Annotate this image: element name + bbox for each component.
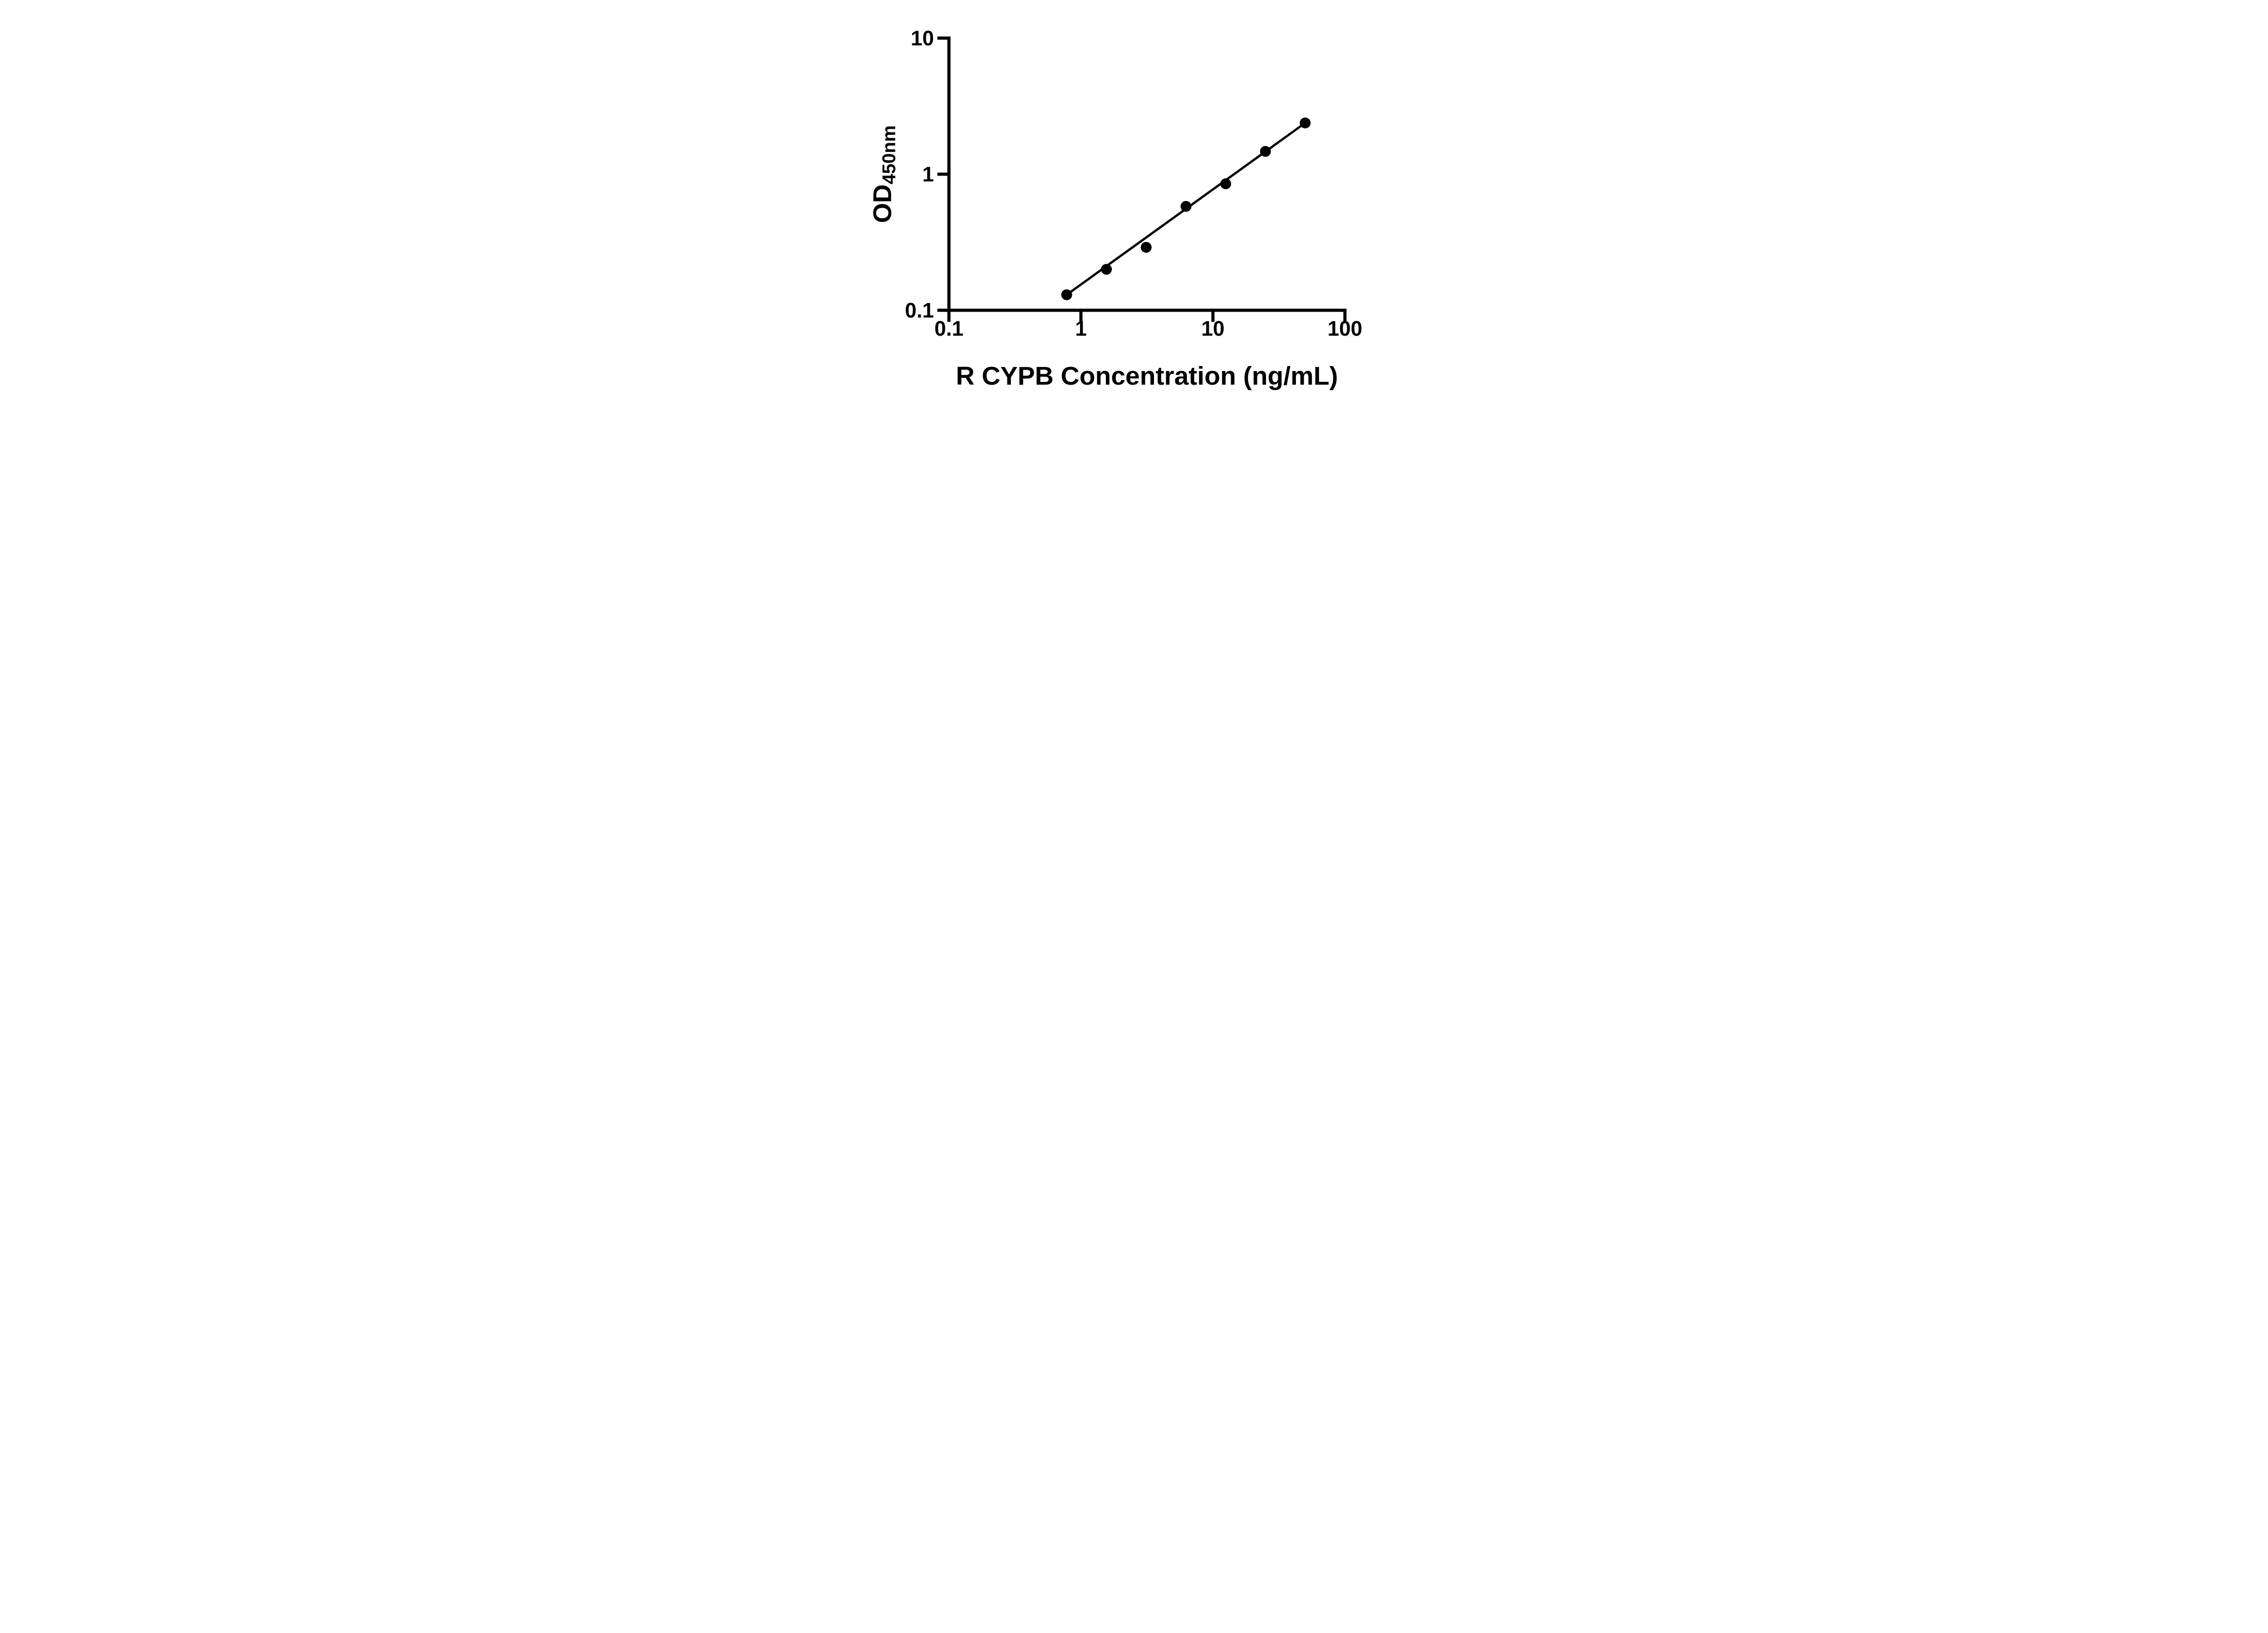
y-tick: [937, 172, 951, 176]
y-tick-label: 10: [911, 26, 934, 50]
data-point: [1300, 117, 1311, 129]
standard-curve-figure: 10 1 0.1 0.1 1 10 100 OD450nm R CYPB Concentra…: [848, 0, 1420, 408]
x-axis-title: R CYPB Concentration (ng/mL): [956, 362, 1338, 391]
x-tick: [1079, 308, 1083, 322]
x-tick-label: 100: [1328, 317, 1363, 340]
data-point: [1260, 146, 1271, 157]
y-tick: [937, 308, 951, 312]
y-axis-title: OD450nm: [867, 125, 899, 223]
x-tick-label: 0.1: [934, 317, 963, 340]
y-axis-title-subscript: 450nm: [878, 125, 899, 185]
x-tick-label: 10: [1201, 317, 1224, 340]
y-tick-label: 0.1: [905, 298, 934, 322]
data-point: [1180, 200, 1192, 212]
y-axis-title-main: OD: [868, 184, 897, 223]
y-axis-line: [947, 36, 951, 312]
plot-area-svg: 10 1 0.10.1 1 10 100: [905, 26, 1363, 340]
x-axis-line: [947, 308, 1347, 312]
x-tick: [1211, 308, 1215, 322]
x-tick-label: 1: [1075, 317, 1087, 340]
x-tick: [947, 308, 951, 322]
data-point: [1061, 289, 1072, 300]
data-point: [1140, 242, 1152, 253]
y-tick: [937, 36, 951, 40]
x-tick: [1343, 308, 1347, 322]
data-point: [1101, 264, 1112, 275]
data-point: [1220, 178, 1232, 190]
y-tick-label: 1: [922, 162, 934, 186]
